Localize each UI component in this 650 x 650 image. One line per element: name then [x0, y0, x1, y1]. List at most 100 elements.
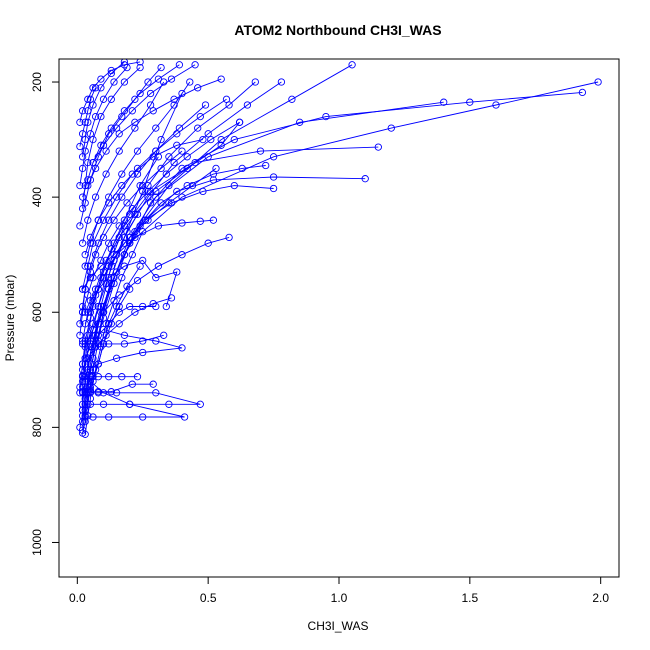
data-point	[118, 274, 126, 282]
data-point	[160, 331, 168, 339]
data-point	[152, 193, 160, 201]
data-point	[84, 95, 92, 103]
x-axis: 0.0 0.5 1.0 1.5 2.0	[69, 576, 609, 605]
data-point	[152, 302, 160, 311]
data-point	[76, 222, 84, 230]
data-point	[107, 124, 115, 132]
data-point	[209, 176, 218, 184]
data-point	[84, 118, 92, 126]
data-point	[94, 360, 102, 368]
data-point	[89, 158, 97, 167]
y-tick-label: 600	[30, 302, 44, 322]
data-point	[178, 344, 186, 352]
data-point	[110, 216, 118, 224]
data-point	[78, 308, 87, 316]
data-point	[144, 216, 152, 224]
data-point	[204, 130, 212, 138]
data-point	[387, 124, 395, 132]
data-point	[126, 239, 134, 247]
data-point	[128, 170, 136, 178]
data-point	[217, 135, 225, 144]
data-point	[94, 302, 102, 311]
series-10	[81, 377, 189, 421]
data-point	[131, 233, 139, 242]
data-point	[84, 216, 92, 224]
data-point	[157, 63, 165, 72]
data-point	[277, 78, 286, 86]
data-point	[348, 61, 356, 69]
data-point	[126, 302, 134, 311]
data-point	[173, 141, 181, 149]
data-point	[105, 193, 113, 201]
data-point	[154, 262, 163, 270]
data-point	[89, 135, 97, 144]
data-point	[107, 66, 115, 75]
data-point	[256, 147, 265, 155]
data-point	[146, 89, 155, 98]
data-point	[105, 413, 113, 421]
data-point	[115, 291, 123, 299]
data-point	[115, 147, 123, 155]
data-point	[94, 239, 102, 247]
series-line	[84, 306, 156, 359]
data-point	[139, 256, 147, 265]
series-line	[84, 219, 214, 324]
y-tick-label: 400	[30, 187, 44, 207]
data-point	[81, 251, 89, 259]
data-point	[120, 78, 129, 86]
data-point	[94, 340, 102, 348]
data-point	[99, 216, 108, 224]
series-line	[82, 168, 217, 290]
data-point	[288, 95, 296, 103]
data-point	[178, 219, 186, 227]
data-point	[97, 256, 105, 265]
data-point	[115, 308, 123, 316]
data-point	[133, 170, 142, 178]
data-point	[162, 302, 170, 311]
data-point	[251, 78, 259, 86]
data-point	[84, 291, 92, 299]
data-point	[131, 118, 139, 126]
plot-frame	[58, 58, 620, 578]
data-layer	[76, 59, 602, 438]
series-20	[78, 78, 168, 247]
data-point	[97, 112, 105, 121]
data-point	[99, 389, 108, 397]
series-15	[78, 78, 259, 368]
data-point	[209, 216, 218, 224]
data-point	[131, 95, 139, 103]
series-line	[79, 67, 162, 227]
series-line	[82, 329, 183, 382]
data-point	[84, 366, 92, 374]
data-point	[107, 279, 115, 288]
data-point	[78, 406, 87, 414]
series-line	[82, 122, 240, 342]
data-point	[165, 199, 173, 207]
data-point	[128, 107, 136, 115]
data-point	[180, 413, 189, 421]
data-point	[207, 135, 215, 144]
y-axis-label: Pressure (mbar)	[3, 275, 17, 362]
data-point	[154, 75, 163, 83]
data-point	[99, 141, 108, 149]
data-point	[194, 84, 202, 92]
data-point	[167, 75, 176, 83]
data-point	[81, 340, 89, 348]
data-point	[217, 141, 225, 149]
series-29	[78, 164, 220, 293]
data-point	[238, 164, 246, 173]
data-point	[133, 164, 142, 173]
data-point	[466, 98, 474, 106]
series-line	[79, 61, 141, 123]
data-point	[440, 98, 448, 106]
data-point	[78, 302, 87, 311]
y-tick-label: 800	[30, 417, 44, 437]
data-point	[131, 210, 139, 219]
y-axis: 200 400 600 800 1000	[30, 72, 60, 556]
data-point	[94, 285, 102, 293]
series-line	[82, 81, 165, 244]
data-point	[191, 61, 199, 69]
series-9	[86, 389, 204, 408]
data-point	[84, 262, 92, 270]
data-point	[81, 373, 89, 381]
